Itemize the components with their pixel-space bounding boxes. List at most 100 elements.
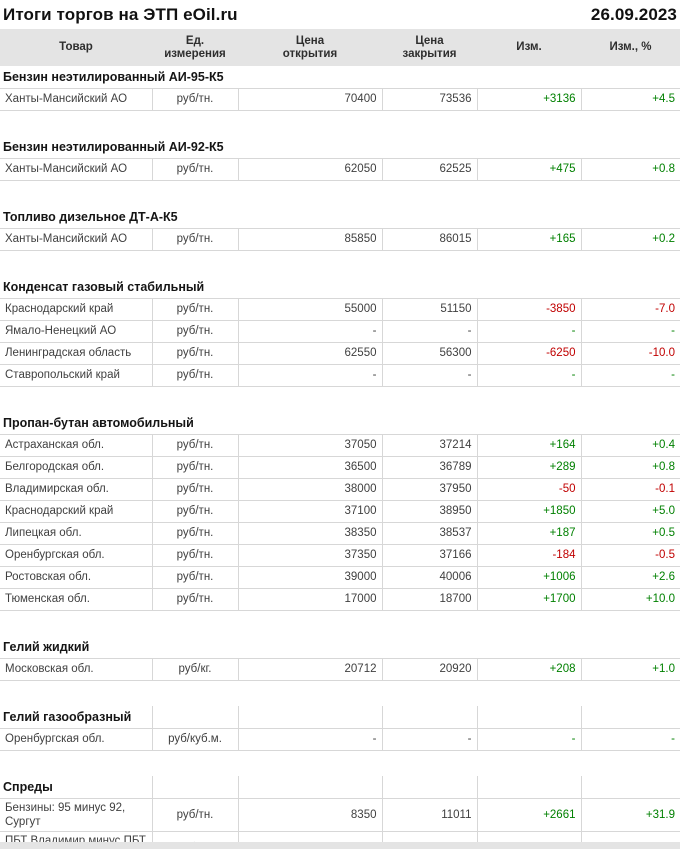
spacer-cell [0, 610, 680, 636]
product-cell: Ростовская обл. [0, 565, 152, 589]
unit-cell: руб/тн. [151, 499, 238, 523]
section-header-row: Гелий газообразный [0, 706, 680, 728]
open-price-cell: 17000 [237, 587, 382, 611]
product-cell: Ханты-Мансийский АО [0, 157, 152, 181]
open-price-cell: - [237, 727, 382, 751]
spacer-cell [0, 680, 680, 706]
open-price-cell: 39000 [237, 565, 382, 589]
close-price-cell: 38950 [381, 499, 477, 523]
column-header-unit: Ед. измерения [152, 29, 238, 66]
empty-cell [476, 706, 581, 728]
section-title: Бензин неэтилированный АИ-95-К5 [3, 69, 224, 84]
empty-cell [580, 706, 680, 728]
section-header-row: Спреды [0, 776, 680, 798]
close-price-cell: 38537 [381, 521, 477, 545]
product-cell: Ямало-Ненецкий АО [0, 319, 152, 343]
table-row: Ханты-Мансийский АО руб/тн. 85850 86015 +165… [0, 227, 680, 251]
unit-cell: руб/тн. [151, 227, 238, 251]
unit-cell: руб/кг. [151, 657, 238, 681]
unit-cell: руб/тн. [151, 565, 238, 589]
close-price-cell: 37950 [381, 477, 477, 501]
open-price-cell: 62550 [237, 341, 382, 365]
unit-cell: руб/тн. [151, 319, 238, 343]
change-pct-cell: -0.5 [580, 543, 680, 567]
close-price-cell: - [381, 319, 477, 343]
close-price-cell: 73536 [381, 87, 477, 111]
column-header-change-pct: Изм., % [581, 29, 680, 66]
unit-cell: руб/тн. [151, 433, 238, 457]
unit-cell: руб/тн. [151, 587, 238, 611]
results-table-body: Бензин неэтилированный АИ-95-К5 Ханты-Ман… [0, 66, 680, 849]
change-pct-cell: -0.1 [580, 477, 680, 501]
table-row: Оренбургская обл. руб/тн. 37350 37166 -184 -0… [0, 543, 680, 567]
unit-cell: руб/тн. [151, 797, 238, 832]
table-row: Владимирская обл. руб/тн. 38000 37950 -50 -0.… [0, 477, 680, 501]
titlebar: Итоги торгов на ЭТП eOil.ru 26.09.2023 [0, 0, 680, 29]
change-cell: -3850 [476, 297, 581, 321]
close-price-cell: 40006 [381, 565, 477, 589]
product-cell: Ставропольский край [0, 363, 152, 387]
section-spacer [0, 250, 680, 276]
section-header-row: Бензин неэтилированный АИ-92-К5 [0, 136, 680, 158]
open-price-cell: 8350 [237, 797, 382, 832]
change-pct-cell: +31.9 [580, 797, 680, 832]
close-price-cell: 11011 [381, 797, 477, 832]
table-row: Ямало-Ненецкий АО руб/тн. - - - - [0, 319, 680, 343]
results-table: Товар Ед. измерения Цена открытия Цена з… [0, 29, 680, 849]
section-spacer [0, 750, 680, 776]
product-cell: Московская обл. [0, 657, 152, 681]
table-row: Астраханская обл. руб/тн. 37050 37214 +164 +0… [0, 433, 680, 457]
table-header-row: Товар Ед. измерения Цена открытия Цена з… [0, 29, 680, 66]
change-cell: +1850 [476, 499, 581, 523]
empty-cell [476, 776, 581, 798]
open-price-cell: - [237, 363, 382, 387]
spacer-cell [0, 750, 680, 776]
section-header-row: Пропан-бутан автомобильный [0, 412, 680, 434]
change-pct-cell: -10.0 [580, 341, 680, 365]
change-pct-cell: +4.5 [580, 87, 680, 111]
close-price-cell: 62525 [381, 157, 477, 181]
table-row: Ханты-Мансийский АО руб/тн. 62050 62525 +475… [0, 157, 680, 181]
change-cell: +1006 [476, 565, 581, 589]
section-header-row: Конденсат газовый стабильный [0, 276, 680, 298]
empty-cell [381, 776, 477, 798]
product-cell: Бензины: 95 минус 92, Сургут [0, 797, 152, 832]
section-title: Пропан-бутан автомобильный [3, 415, 194, 430]
empty-cell [237, 706, 382, 728]
product-cell: Краснодарский край [0, 499, 152, 523]
close-price-cell: 18700 [381, 587, 477, 611]
product-cell: Владимирская обл. [0, 477, 152, 501]
bottom-bar [0, 842, 680, 849]
section-title: Топливо дизельное ДТ-А-К5 [3, 209, 178, 224]
column-header-open-price: Цена открытия [238, 29, 382, 66]
table-row: Ростовская обл. руб/тн. 39000 40006 +1006 +2.… [0, 565, 680, 589]
change-pct-cell: +0.5 [580, 521, 680, 545]
unit-cell: руб/тн. [151, 297, 238, 321]
change-pct-cell: +0.2 [580, 227, 680, 251]
open-price-cell: 62050 [237, 157, 382, 181]
product-cell: Ханты-Мансийский АО [0, 87, 152, 111]
section-title: Гелий жидкий [3, 639, 90, 654]
open-price-cell: 37350 [237, 543, 382, 567]
table-row: Ставропольский край руб/тн. - - - - [0, 363, 680, 387]
open-price-cell: 38000 [237, 477, 382, 501]
change-cell: +187 [476, 521, 581, 545]
close-price-cell: - [381, 363, 477, 387]
unit-cell: руб/тн. [151, 477, 238, 501]
change-cell: - [476, 319, 581, 343]
table-row: Ханты-Мансийский АО руб/тн. 70400 73536 +313… [0, 87, 680, 111]
change-pct-cell: +10.0 [580, 587, 680, 611]
empty-cell [151, 776, 238, 798]
change-pct-cell: - [580, 727, 680, 751]
close-price-cell: 51150 [381, 297, 477, 321]
change-pct-cell: - [580, 363, 680, 387]
product-cell: Астраханская обл. [0, 433, 152, 457]
section-header-row: Бензин неэтилированный АИ-95-К5 [0, 66, 680, 88]
change-cell: -50 [476, 477, 581, 501]
unit-cell: руб/тн. [151, 455, 238, 479]
table-row: Ленинградская область руб/тн. 62550 56300 -6… [0, 341, 680, 365]
open-price-cell: 37100 [237, 499, 382, 523]
change-cell: +208 [476, 657, 581, 681]
change-cell: - [476, 363, 581, 387]
unit-cell: руб/куб.м. [151, 727, 238, 751]
